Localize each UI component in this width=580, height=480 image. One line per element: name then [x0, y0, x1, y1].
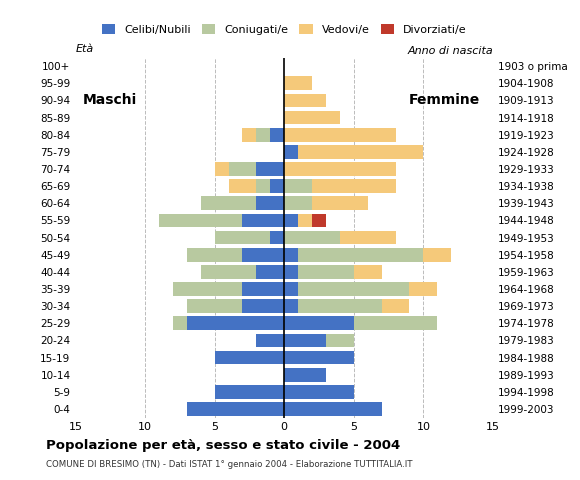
Bar — [423, 248, 451, 262]
Bar — [215, 231, 270, 244]
Text: Maschi: Maschi — [83, 94, 137, 108]
Bar — [242, 282, 284, 296]
Bar — [284, 282, 298, 296]
Bar — [312, 180, 396, 193]
Bar — [187, 316, 284, 330]
Bar — [256, 265, 284, 279]
Bar — [382, 300, 409, 313]
Text: COMUNE DI BRESIMO (TN) - Dati ISTAT 1° gennaio 2004 - Elaborazione TUTTITALIA.IT: COMUNE DI BRESIMO (TN) - Dati ISTAT 1° g… — [46, 460, 413, 469]
Bar — [354, 316, 437, 330]
Bar — [284, 368, 326, 382]
Bar — [229, 180, 256, 193]
Bar — [284, 231, 340, 244]
Text: Popolazione per età, sesso e stato civile - 2004: Popolazione per età, sesso e stato civil… — [46, 439, 401, 452]
Bar — [284, 402, 382, 416]
Bar — [159, 214, 242, 228]
Bar — [270, 231, 284, 244]
Bar — [187, 300, 242, 313]
Bar — [256, 128, 270, 142]
Bar — [312, 214, 326, 228]
Bar — [284, 76, 312, 90]
Bar — [187, 248, 242, 262]
Bar — [340, 231, 396, 244]
Bar — [187, 402, 284, 416]
Bar — [284, 196, 312, 210]
Bar — [284, 334, 326, 348]
Bar — [173, 316, 187, 330]
Bar — [284, 128, 396, 142]
Bar — [354, 265, 382, 279]
Bar — [256, 196, 284, 210]
Text: Età: Età — [75, 44, 93, 54]
Bar — [326, 334, 354, 348]
Bar — [284, 351, 354, 364]
Bar — [256, 162, 284, 176]
Bar — [284, 94, 326, 108]
Bar — [284, 111, 340, 124]
Bar — [201, 265, 256, 279]
Bar — [284, 385, 354, 399]
Bar — [242, 248, 284, 262]
Bar — [229, 162, 256, 176]
Bar — [173, 282, 242, 296]
Bar — [284, 214, 298, 228]
Bar — [242, 300, 284, 313]
Bar — [284, 145, 298, 159]
Bar — [256, 334, 284, 348]
Bar — [298, 214, 312, 228]
Bar — [284, 316, 354, 330]
Bar — [284, 300, 298, 313]
Bar — [298, 248, 423, 262]
Bar — [270, 128, 284, 142]
Bar — [298, 300, 382, 313]
Bar — [242, 214, 284, 228]
Bar — [284, 265, 298, 279]
Bar — [284, 162, 396, 176]
Bar — [409, 282, 437, 296]
Bar — [298, 145, 423, 159]
Bar — [256, 180, 270, 193]
Bar — [312, 196, 368, 210]
Text: Anno di nascita: Anno di nascita — [407, 46, 493, 56]
Bar — [298, 282, 409, 296]
Bar — [298, 265, 354, 279]
Legend: Celibi/Nubili, Coniugati/e, Vedovi/e, Divorziati/e: Celibi/Nubili, Coniugati/e, Vedovi/e, Di… — [97, 20, 471, 39]
Text: Femmine: Femmine — [409, 94, 480, 108]
Bar — [284, 180, 312, 193]
Bar — [215, 162, 229, 176]
Bar — [270, 180, 284, 193]
Bar — [284, 248, 298, 262]
Bar — [201, 196, 256, 210]
Bar — [215, 385, 284, 399]
Bar — [242, 128, 256, 142]
Bar — [215, 351, 284, 364]
